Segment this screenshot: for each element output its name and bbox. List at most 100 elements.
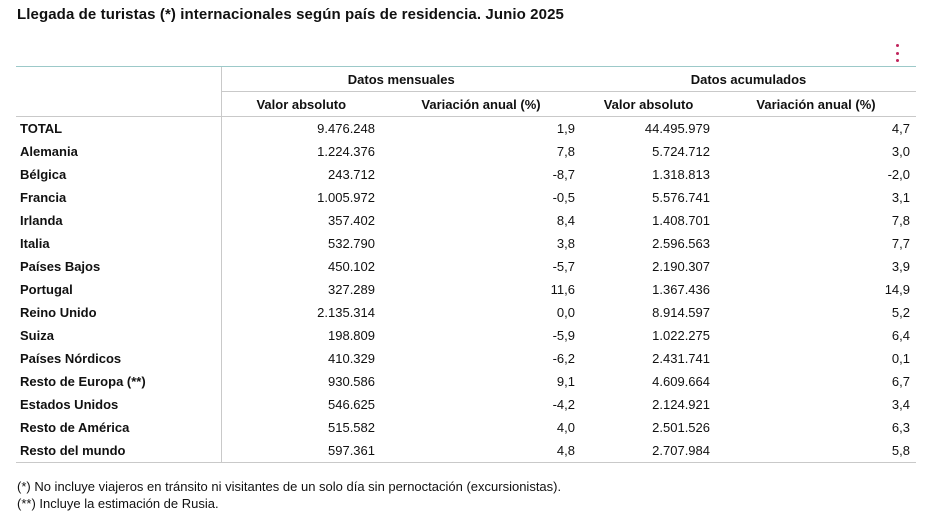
- table-row: Países Nórdicos 410.329 -6,2 2.431.741 0,1: [16, 347, 916, 370]
- cell-cumulative-variation: 7,7: [891, 236, 910, 251]
- row-country-name: Portugal: [20, 282, 73, 297]
- cell-monthly-variation: 11,6: [550, 282, 575, 297]
- cell-cumulative-absolute: 8.914.597: [652, 305, 710, 320]
- cell-cumulative-variation: 6,3: [891, 420, 910, 435]
- cell-cumulative-variation: 6,7: [891, 374, 910, 389]
- cell-cumulative-absolute: 2.707.984: [581, 439, 716, 463]
- cell-monthly-absolute: 532.790: [220, 232, 381, 255]
- cell-cumulative-variation: 3,0: [891, 144, 910, 159]
- cell-cumulative-absolute: 2.124.921: [652, 397, 710, 412]
- row-country-name: Irlanda: [20, 213, 63, 228]
- cell-cumulative-variation: 7,8: [891, 213, 910, 228]
- group-header-cumulative: Datos acumulados: [581, 67, 916, 92]
- cell-monthly-variation: -8,7: [552, 167, 575, 182]
- cell-monthly-absolute: 9.476.248: [220, 116, 381, 140]
- col-header-monthly-variation: Variación anual (%): [381, 91, 581, 117]
- cell-monthly-variation: -6,2: [552, 351, 575, 366]
- cell-cumulative-absolute: 5.724.712: [652, 144, 710, 159]
- cell-cumulative-absolute: 44.495.979: [644, 121, 710, 136]
- cell-cumulative-absolute: 2.596.563: [652, 236, 710, 251]
- cell-cumulative-variation: -2,0: [887, 167, 910, 182]
- row-country-name: Resto de Europa (**): [20, 374, 146, 389]
- row-country-name: Resto de América: [20, 420, 130, 435]
- row-country-name: Alemania: [20, 144, 78, 159]
- cell-monthly-absolute: 198.809: [220, 324, 381, 347]
- cell-monthly-variation: -0,5: [552, 190, 575, 205]
- cell-cumulative-variation: 6,4: [891, 328, 910, 343]
- footnote-transit: (*) No incluye viajeros en tránsito ni v…: [17, 479, 562, 494]
- cell-monthly-variation: 4,8: [381, 439, 581, 463]
- table-row: Suiza 198.809 -5,9 1.022.275 6,4: [16, 324, 916, 347]
- row-country-name: Italia: [20, 236, 50, 251]
- cell-monthly-absolute: 2.135.314: [220, 301, 381, 324]
- cell-monthly-variation: 1,9: [556, 121, 575, 136]
- cell-monthly-absolute: 515.582: [220, 416, 381, 439]
- tourist-arrivals-table: Datos mensuales Datos acumulados Valor a…: [16, 66, 916, 463]
- row-country-name: Estados Unidos: [20, 397, 119, 412]
- cell-cumulative-absolute: 1.367.436: [652, 282, 710, 297]
- cell-monthly-variation: 8,4: [556, 213, 575, 228]
- cell-monthly-absolute: 410.329: [220, 347, 381, 370]
- cell-cumulative-variation: 0,1: [891, 351, 910, 366]
- cell-cumulative-variation: 5,8: [716, 439, 916, 463]
- table-row: Irlanda 357.402 8,4 1.408.701 7,8: [16, 209, 916, 232]
- table-row: Alemania 1.224.376 7,8 5.724.712 3,0: [16, 140, 916, 163]
- row-country-name: TOTAL: [20, 121, 63, 136]
- vertical-dots-icon[interactable]: [892, 44, 902, 62]
- cell-monthly-variation: 7,8: [556, 144, 575, 159]
- cell-monthly-variation: -4,2: [552, 397, 575, 412]
- row-country-name: Resto del mundo: [16, 439, 221, 463]
- cell-monthly-absolute: 327.289: [220, 278, 381, 301]
- cell-monthly-variation: 4,0: [556, 420, 575, 435]
- cell-cumulative-absolute: 2.190.307: [652, 259, 710, 274]
- row-country-name: Bélgica: [20, 167, 67, 182]
- row-country-name: Suiza: [20, 328, 54, 343]
- cell-monthly-variation: -5,7: [552, 259, 575, 274]
- cell-cumulative-absolute: 2.431.741: [652, 351, 710, 366]
- cell-cumulative-absolute: 1.318.813: [652, 167, 710, 182]
- cell-monthly-variation: -5,9: [552, 328, 575, 343]
- menu-dot: [895, 59, 899, 62]
- cell-cumulative-absolute: 1.408.701: [652, 213, 710, 228]
- table-row: Bélgica 243.712 -8,7 1.318.813 -2,0: [16, 163, 916, 186]
- menu-dot: [895, 51, 899, 55]
- table-row: Portugal 327.289 11,6 1.367.436 14,9: [16, 278, 916, 301]
- cell-monthly-absolute: 930.586: [220, 370, 381, 393]
- group-header-monthly: Datos mensuales: [220, 67, 581, 92]
- cell-cumulative-absolute: 1.022.275: [652, 328, 710, 343]
- table-row: Estados Unidos 546.625 -4,2 2.124.921 3,4: [16, 393, 916, 416]
- cell-cumulative-variation: 3,1: [891, 190, 910, 205]
- row-country-name: Países Bajos: [20, 259, 101, 274]
- table-row: TOTAL 9.476.248 1,9 44.495.979 4,7: [16, 116, 916, 140]
- cell-cumulative-absolute: 5.576.741: [652, 190, 710, 205]
- cell-monthly-absolute: 1.005.972: [220, 186, 381, 209]
- cell-monthly-variation: 9,1: [556, 374, 575, 389]
- cell-cumulative-variation: 4,7: [891, 121, 910, 136]
- cell-monthly-absolute: 450.102: [220, 255, 381, 278]
- col-header-monthly-absolute: Valor absoluto: [220, 91, 381, 117]
- cell-cumulative-variation: 3,9: [891, 259, 910, 274]
- table-row: Resto de América 515.582 4,0 2.501.526 6,3: [16, 416, 916, 439]
- cell-monthly-absolute: 243.712: [220, 163, 381, 186]
- cell-monthly-absolute: 1.224.376: [220, 140, 381, 163]
- page-title: Llegada de turistas (*) internacionales …: [17, 6, 564, 23]
- cell-monthly-absolute: 357.402: [220, 209, 381, 232]
- row-country-name: Reino Unido: [20, 305, 97, 320]
- footnotes: (*) No incluye viajeros en tránsito ni v…: [17, 478, 561, 512]
- table-row: Reino Unido 2.135.314 0,0 8.914.597 5,2: [16, 301, 916, 324]
- col-header-cumulative-absolute: Valor absoluto: [581, 91, 716, 117]
- col-header-cumulative-variation: Variación anual (%): [716, 91, 916, 117]
- cell-cumulative-variation: 14,9: [884, 282, 910, 297]
- cell-cumulative-absolute: 4.609.664: [652, 374, 710, 389]
- cell-monthly-variation: 3,8: [556, 236, 575, 251]
- header-corner: [16, 67, 221, 92]
- cell-cumulative-absolute: 2.501.526: [652, 420, 710, 435]
- cell-cumulative-variation: 3,4: [891, 397, 910, 412]
- footnote-russia: (**) Incluye la estimación de Rusia.: [17, 496, 219, 511]
- table-row: Italia 532.790 3,8 2.596.563 7,7: [16, 232, 916, 255]
- header-corner-bottom: [16, 91, 221, 117]
- table-row: Francia 1.005.972 -0,5 5.576.741 3,1: [16, 186, 916, 209]
- table-row: Resto de Europa (**) 930.586 9,1 4.609.664 6…: [16, 370, 916, 393]
- cell-cumulative-variation: 5,2: [891, 305, 910, 320]
- cell-monthly-absolute: 597.361: [220, 439, 381, 463]
